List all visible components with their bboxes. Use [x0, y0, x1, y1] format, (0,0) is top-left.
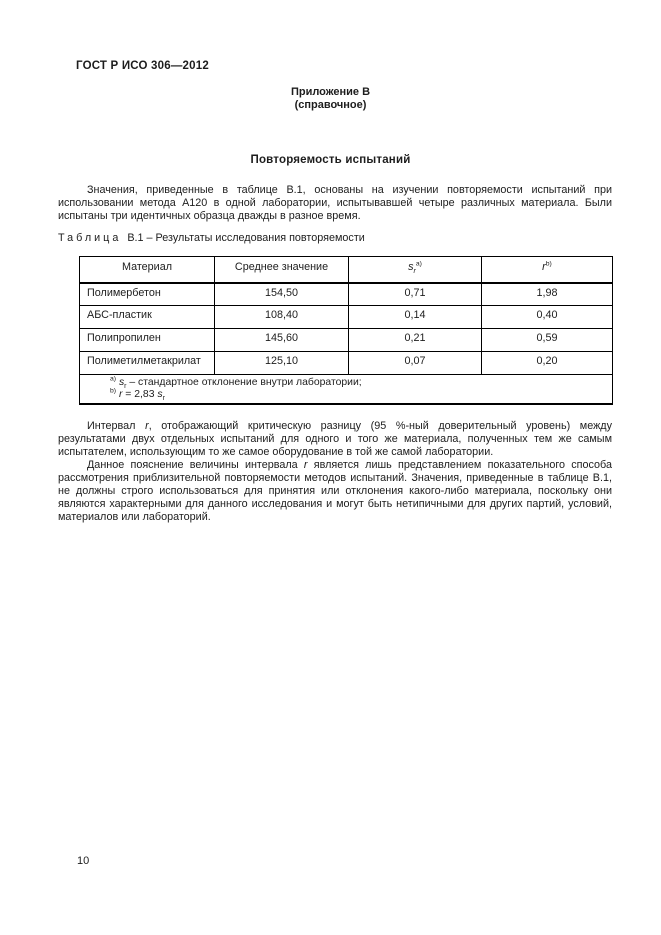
mean-cell: 108,40: [214, 305, 349, 329]
sr-cell: 0,07: [348, 351, 482, 375]
table-caption-word: Таблица: [58, 232, 122, 244]
mean-cell: 145,60: [214, 328, 349, 352]
r-cell: 0,40: [481, 305, 613, 329]
mean-cell: 154,50: [214, 282, 349, 306]
page-number: 10: [77, 855, 90, 867]
column-header-material: Материал: [79, 256, 215, 284]
r-cell: 0,20: [481, 351, 613, 375]
table-row: АБС-пластик 108,40 0,14 0,40: [79, 305, 613, 329]
mean-cell: 125,10: [214, 351, 349, 375]
footnote-b: b) r = 2,83 sr: [110, 387, 165, 402]
material-cell: Полимербетон: [79, 282, 215, 306]
table-row: Полипропилен 145,60 0,21 0,59: [79, 328, 613, 352]
annex-label: Приложение В: [290, 86, 371, 98]
material-cell: Полипропилен: [79, 328, 215, 352]
r-cell: 0,59: [481, 328, 613, 352]
paragraph-intro: Значения, приведенные в таблице В.1, осн…: [58, 184, 612, 222]
document-body: Значения, приведенные в таблице В.1, осн…: [58, 184, 613, 524]
table-footnotes-row: a) sr – стандартное отклонение внутри ла…: [79, 374, 613, 405]
material-cell: АБС-пластик: [79, 305, 215, 329]
column-header-sr: sra): [348, 256, 482, 284]
table-row: Полимербетон 154,50 0,71 1,98: [79, 282, 613, 306]
table-caption-text: В.1 – Результаты исследования повторяемо…: [127, 232, 365, 244]
table-header-row: Материал Среднее значение sra) rb): [79, 256, 613, 284]
annex-heading: Приложение В (справочное): [0, 86, 661, 112]
r-cell: 1,98: [481, 282, 613, 306]
table-caption: Таблица В.1 – Результаты исследования по…: [58, 232, 612, 245]
paragraph-explanation: Данное пояснение величины интервала r яв…: [58, 459, 612, 523]
material-cell: Полиметилметакрилат: [79, 351, 215, 375]
table-row: Полиметилметакрилат 125,10 0,07 0,20: [79, 351, 613, 375]
table-footnotes: a) sr – стандартное отклонение внутри ла…: [79, 374, 613, 405]
column-header-r: rb): [481, 256, 613, 284]
sr-cell: 0,21: [348, 328, 482, 352]
annex-type: (справочное): [294, 99, 367, 111]
paragraph-interval: Интервал r, отображающий критическую раз…: [58, 420, 612, 458]
repeatability-results-table: Материал Среднее значение sra) rb) Полим…: [79, 256, 613, 405]
footnote-a: a) sr – стандартное отклонение внутри ла…: [110, 375, 362, 391]
column-header-mean: Среднее значение: [214, 256, 349, 284]
sr-cell: 0,14: [348, 305, 482, 329]
standard-designation: ГОСТ Р ИСО 306—2012: [76, 60, 209, 72]
sr-cell: 0,71: [348, 282, 482, 306]
section-title: Повторяемость испытаний: [250, 154, 411, 166]
